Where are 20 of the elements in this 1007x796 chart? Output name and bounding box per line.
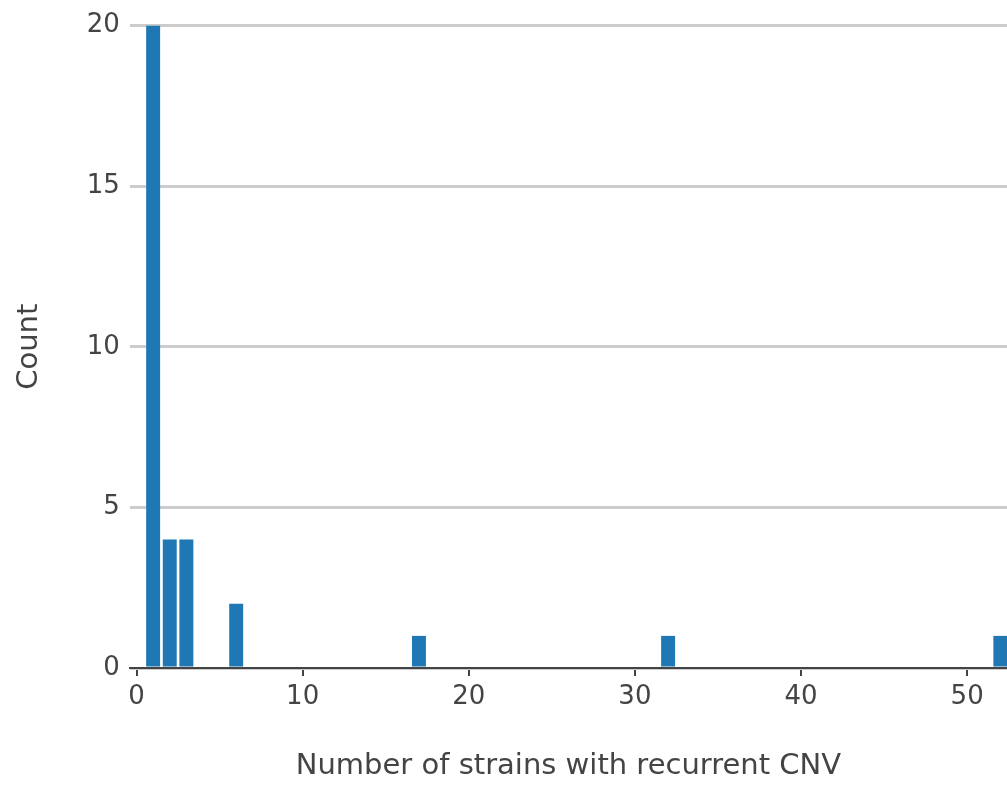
bar [661, 635, 676, 667]
x-tick-label: 50 [950, 680, 984, 711]
y-tick-label: 20 [86, 8, 120, 39]
y-axis-title: Count [9, 303, 44, 390]
x-axis-title: Number of strains with recurrent CNV [295, 747, 842, 782]
x-tick-label: 20 [452, 680, 486, 711]
bar [993, 635, 1007, 667]
x-tick-label: 40 [784, 680, 818, 711]
y-tick-label: 5 [103, 490, 120, 521]
x-tick-label: 30 [618, 680, 652, 711]
bar [162, 539, 177, 667]
y-tick-label: 10 [86, 329, 120, 360]
x-tick-label: 10 [286, 680, 320, 711]
y-tick-label: 0 [103, 650, 120, 681]
x-tick-label: 0 [128, 680, 145, 711]
bar [179, 539, 194, 667]
bar [411, 635, 426, 667]
y-tick-label: 15 [86, 168, 120, 199]
bar [146, 25, 161, 667]
bar [229, 603, 244, 667]
